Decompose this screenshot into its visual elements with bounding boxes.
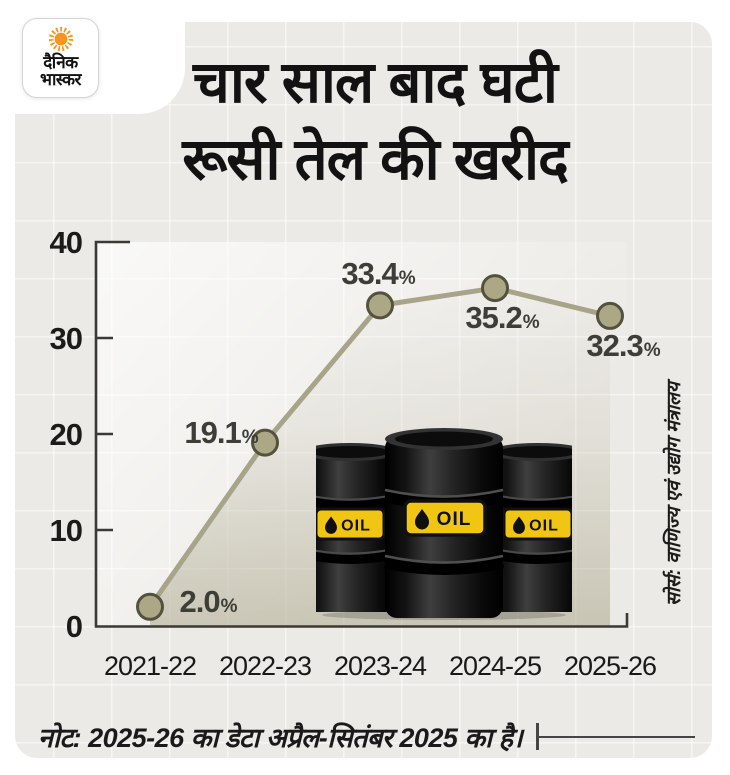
oil-drop-icon (325, 516, 337, 534)
logo-text-line1: दैनिक (43, 53, 78, 72)
oil-barrels-illustration: OIL OIL OIL (316, 428, 572, 620)
data-point-marker (596, 301, 624, 330)
barrel-center: OIL (383, 428, 505, 618)
barrel-left-label: OIL (316, 507, 386, 541)
footnote-rule-tick (536, 723, 539, 750)
footnote-row: नोट: 2025-26 का डेटा अप्रैल-सितंबर 2025 … (38, 718, 695, 755)
barrel-label-text: OIL (437, 509, 472, 530)
data-point-marker (366, 291, 394, 320)
footnote-text: नोट: 2025-26 का डेटा अप्रैल-सितंबर 2025 … (38, 723, 523, 753)
footnote-rule-line (538, 735, 695, 738)
axes (94, 240, 629, 628)
barrel-right: OIL (488, 443, 572, 612)
oil-drop-icon (415, 509, 429, 530)
title-line-1: चार साल बाद घटी (193, 50, 558, 115)
sun-icon (48, 26, 73, 52)
page-title: चार साल बाद घटी रूसी तेल की खरीद (40, 44, 710, 198)
barrel-label-text: OIL (529, 518, 559, 535)
barrel-right-label: OIL (502, 507, 572, 541)
logo-text-line2: भास्कर (40, 70, 81, 89)
data-point-marker (251, 428, 279, 457)
barrel-label-text: OIL (341, 518, 371, 535)
title-line-2: रूसी तेल की खरीद (182, 127, 569, 192)
oil-drop-icon (513, 516, 525, 534)
dainik-bhaskar-logo: दैनिक भास्कर (22, 18, 99, 98)
data-point-marker (136, 592, 164, 621)
source-credit: सोर्स: वाणिज्य एवं उद्योग मंत्रालय (664, 382, 685, 606)
barrel-center-label: OIL (403, 499, 487, 537)
data-point-marker (481, 274, 509, 303)
